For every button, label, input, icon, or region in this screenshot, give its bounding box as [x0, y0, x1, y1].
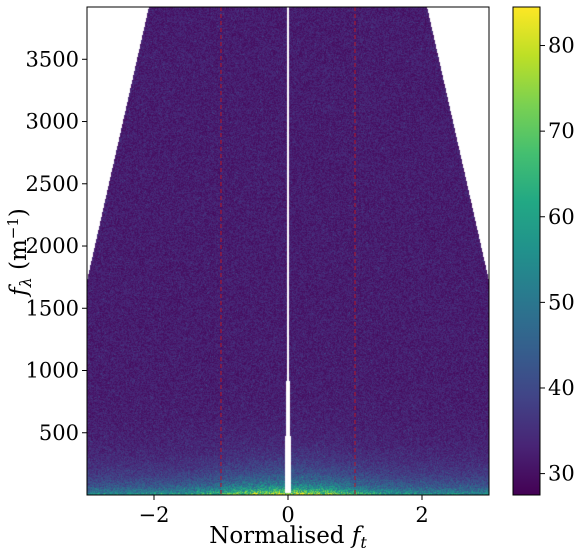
- colorbar-tick-label: 70: [548, 119, 574, 143]
- heatmap-image: [87, 7, 489, 495]
- y-tick-label: 3500: [26, 47, 79, 71]
- x-axis-ticks: −2 0 2: [139, 495, 429, 527]
- x-tick-label: 2: [415, 503, 428, 527]
- y-axis-ticks: 500 1000 1500 2000 2500 3000 3500: [26, 47, 87, 445]
- x-axis-label: Normalised ft: [209, 523, 367, 552]
- colorbar-tick-label: 30: [548, 462, 574, 486]
- colorbar-tick-label: 50: [548, 290, 574, 314]
- colorbar: [512, 6, 541, 496]
- y-tick-label: 2500: [26, 172, 79, 196]
- y-tick-label: 1500: [26, 296, 79, 320]
- y-tick-label: 1000: [26, 359, 79, 383]
- colorbar-tick-label: 60: [548, 205, 574, 229]
- reference-lines: [220, 7, 356, 495]
- colorbar-ticks: 30 40 50 60 70 80: [540, 34, 574, 486]
- y-tick-label: 2000: [26, 234, 79, 258]
- x-tick-label: −2: [139, 503, 170, 527]
- colorbar-tick-label: 80: [548, 34, 574, 58]
- x-tick-label: 0: [281, 503, 294, 527]
- y-axis-label: fλ (m−1): [4, 208, 35, 298]
- y-tick-label: 500: [39, 421, 79, 445]
- y-tick-label: 3000: [26, 110, 79, 134]
- colorbar-tick-label: 40: [548, 376, 574, 400]
